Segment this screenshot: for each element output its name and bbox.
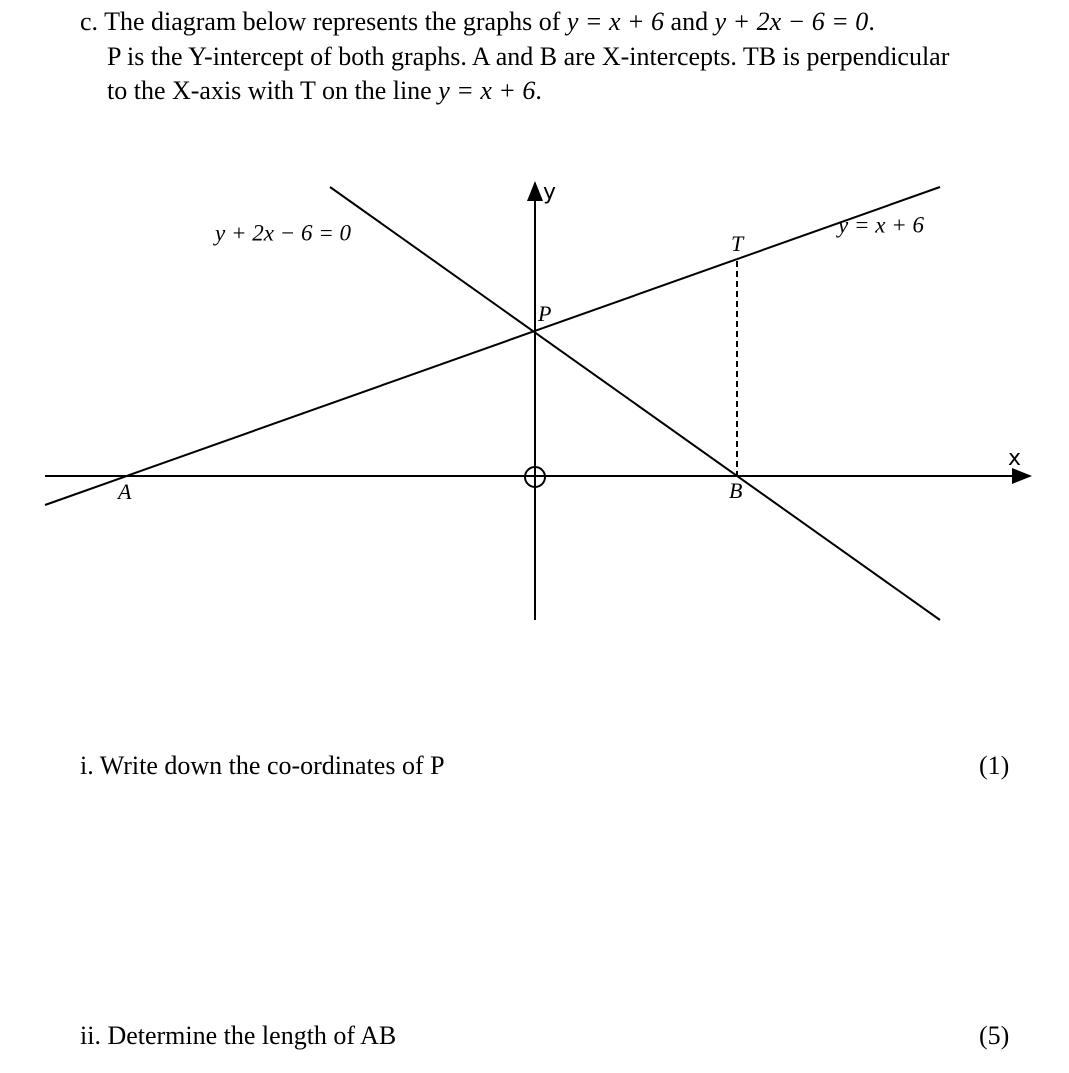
text: . (535, 76, 542, 105)
point-label: T (731, 231, 745, 256)
part-marks: (5) (979, 1021, 1010, 1050)
text: to the X-axis with T on the line (107, 76, 439, 105)
text: The diagram below represents the graphs … (104, 7, 567, 36)
part-marks: (1) (979, 751, 1010, 780)
x-axis-label: x (1008, 446, 1021, 471)
question-label: c. (80, 7, 99, 36)
math: y = x + 6 (566, 7, 665, 36)
text: and (664, 7, 715, 36)
math: y = x + 6 (438, 76, 536, 105)
math: y + 2x − 6 = 0 (714, 7, 869, 36)
line-label: y = x + 6 (836, 212, 924, 237)
point-label: B (729, 478, 742, 503)
origin (524, 466, 546, 488)
line-y-2x-6 (329, 186, 941, 621)
text: . (868, 7, 875, 36)
intro-line: c. The diagram below represents the grap… (80, 7, 875, 37)
point-label: P (537, 301, 551, 326)
y-axis-label: y (543, 180, 556, 205)
text: P is the Y-intercept of both graphs. A a… (107, 42, 950, 71)
line-label: y + 2x − 6 = 0 (213, 220, 351, 245)
intro-line: P is the Y-intercept of both graphs. A a… (107, 42, 949, 72)
part-text: i. Write down the co-ordinates of P (80, 751, 445, 780)
line-y-x-6 (44, 186, 941, 506)
point-label: A (116, 479, 132, 504)
part-text: ii. Determine the length of AB (80, 1021, 397, 1050)
intro-line: to the X-axis with T on the line y = x +… (107, 76, 542, 106)
